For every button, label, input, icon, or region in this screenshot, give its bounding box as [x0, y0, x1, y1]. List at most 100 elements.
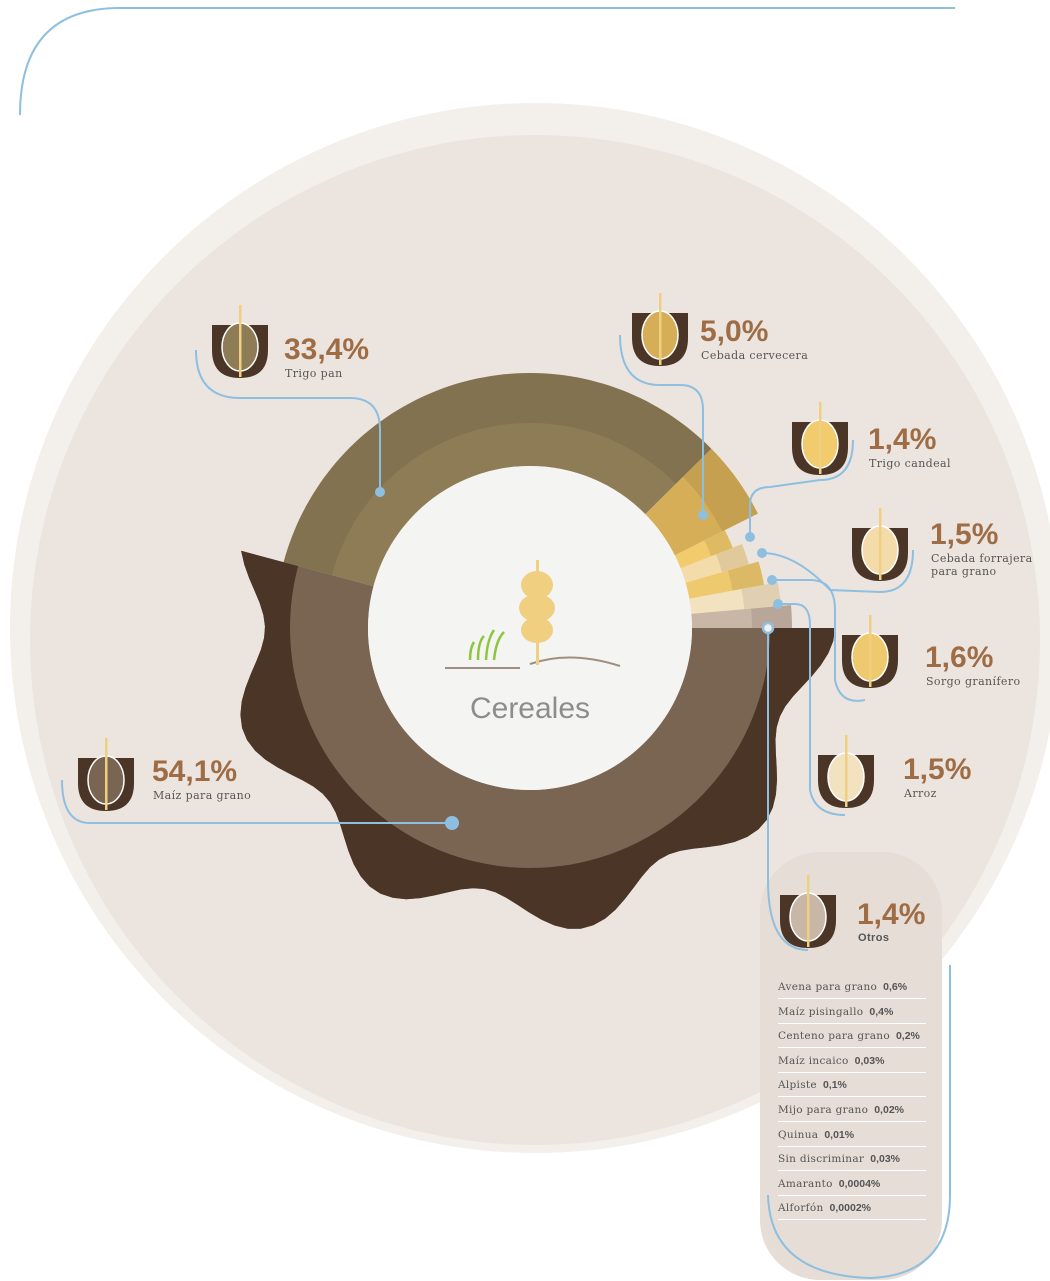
panel-outline [767, 965, 951, 1280]
breakdown-name: Alpiste [778, 1079, 817, 1092]
breakdown-row: Alpiste 0,1% [778, 1074, 926, 1098]
value-label: 1,6% [925, 641, 994, 674]
breakdown-value: 0,01% [824, 1128, 855, 1141]
slice [680, 544, 749, 583]
connector-dot [745, 532, 755, 542]
icon-stem [845, 735, 848, 807]
slice-shade [741, 582, 781, 610]
category-label: Arroz [904, 787, 937, 800]
slice-outer [685, 561, 765, 599]
icon-stem [659, 293, 662, 365]
breakdown-name: Alforfón [778, 1202, 824, 1215]
slice-shade [682, 448, 758, 532]
value-label: 1,4% [868, 423, 937, 456]
connector-dot [445, 816, 459, 830]
slice [685, 561, 765, 599]
value-label: 1,4% [857, 898, 926, 931]
breakdown-row: Avena para grano 0,6% [778, 976, 926, 999]
breakdown-value: 0,03% [870, 1153, 901, 1166]
breakdown-row: Maíz incaico 0,03% [778, 1050, 926, 1073]
breakdown-value: 0,02% [874, 1104, 904, 1116]
connector-dot [773, 599, 783, 609]
icon-stem [807, 875, 810, 947]
crop-icon [780, 875, 836, 948]
breakdown-name: Amaranto [778, 1177, 833, 1190]
slice-shade [704, 530, 733, 557]
crop-icon [78, 738, 134, 811]
value-label: 1,5% [930, 518, 999, 551]
value-label: 5,0% [700, 315, 769, 348]
slice-shade [751, 605, 792, 628]
connector [761, 549, 914, 594]
icon-stem [239, 305, 242, 377]
breakdown-name: Mijo para grano [778, 1104, 869, 1116]
connector-dot [767, 575, 777, 585]
breakdown-name: Avena para grano [778, 981, 878, 993]
crop-icon [852, 508, 908, 581]
breakdown-row: Centeno para grano 0,2% [778, 1025, 926, 1049]
otros-panel [760, 852, 942, 1280]
decor-arc [19, 7, 955, 116]
connector [61, 779, 452, 824]
connector-end [761, 621, 775, 635]
category-label: Trigo candeal [869, 457, 951, 470]
breakdown-row: Sin discriminar 0,03% [778, 1148, 926, 1172]
slice-shade [715, 544, 749, 573]
connector [778, 603, 846, 816]
category-label: Sorgo granífero [926, 675, 1021, 688]
slice-shade [727, 561, 765, 591]
slice-outer [674, 530, 733, 569]
connector [767, 628, 809, 951]
slice-outer [689, 582, 781, 614]
breakdown-value: 0,1% [822, 1079, 847, 1092]
category-label: Trigo pan [285, 367, 343, 380]
slice-outer [283, 373, 712, 587]
connector-dot [375, 487, 385, 497]
breakdown-value: 0,4% [869, 1005, 894, 1018]
icon-stem [819, 402, 822, 474]
icon-stem [869, 615, 872, 687]
icon-stem [105, 738, 108, 810]
crop-icon [632, 293, 688, 366]
slice-shade [240, 550, 835, 929]
crop-icon [818, 735, 874, 808]
breakdown-row: Quinua 0,01% [778, 1124, 926, 1147]
connector [619, 334, 704, 515]
breakdown-value: 0,03% [854, 1054, 885, 1067]
breakdown-value: 0,0002% [829, 1202, 871, 1215]
breakdown-row: Alforfón 0,0002% [778, 1197, 926, 1221]
slice [689, 582, 781, 614]
slice [674, 530, 733, 569]
slice-outer [645, 448, 758, 556]
slice-outer [680, 544, 749, 583]
breakdown-value: 0,0004% [838, 1177, 881, 1190]
connector [772, 579, 866, 702]
slice [645, 448, 758, 556]
breakdown-name: Maíz incaico [778, 1054, 849, 1067]
breakdown-row: Amaranto 0,0004% [778, 1173, 926, 1196]
connector [749, 439, 854, 537]
connector-dot [757, 548, 767, 558]
breakdown-row: Mijo para grano 0,02% [778, 1099, 926, 1122]
category-label: Cebada forrajera para grano [931, 552, 1033, 578]
category-label: Otros [858, 932, 890, 944]
category-label: Cebada cervecera [701, 349, 809, 362]
crop-icon [792, 402, 848, 475]
connector-dot [698, 510, 708, 520]
breakdown-name: Centeno para grano [778, 1030, 890, 1043]
breakdown-name: Sin discriminar [778, 1153, 865, 1166]
slice [240, 550, 835, 929]
breakdown-row: Maíz pisingallo 0,4% [778, 1001, 926, 1024]
breakdown-name: Maíz pisingallo [778, 1005, 864, 1018]
crop-icon [212, 305, 268, 378]
center-label: Cereales [469, 692, 591, 725]
value-label: 33,4% [284, 333, 370, 366]
slice [283, 373, 712, 587]
connector [195, 349, 381, 492]
value-label: 54,1% [152, 755, 238, 788]
breakdown-value: 0,2% [895, 1030, 920, 1043]
value-label: 1,5% [903, 753, 972, 786]
icon-stem [879, 508, 882, 580]
